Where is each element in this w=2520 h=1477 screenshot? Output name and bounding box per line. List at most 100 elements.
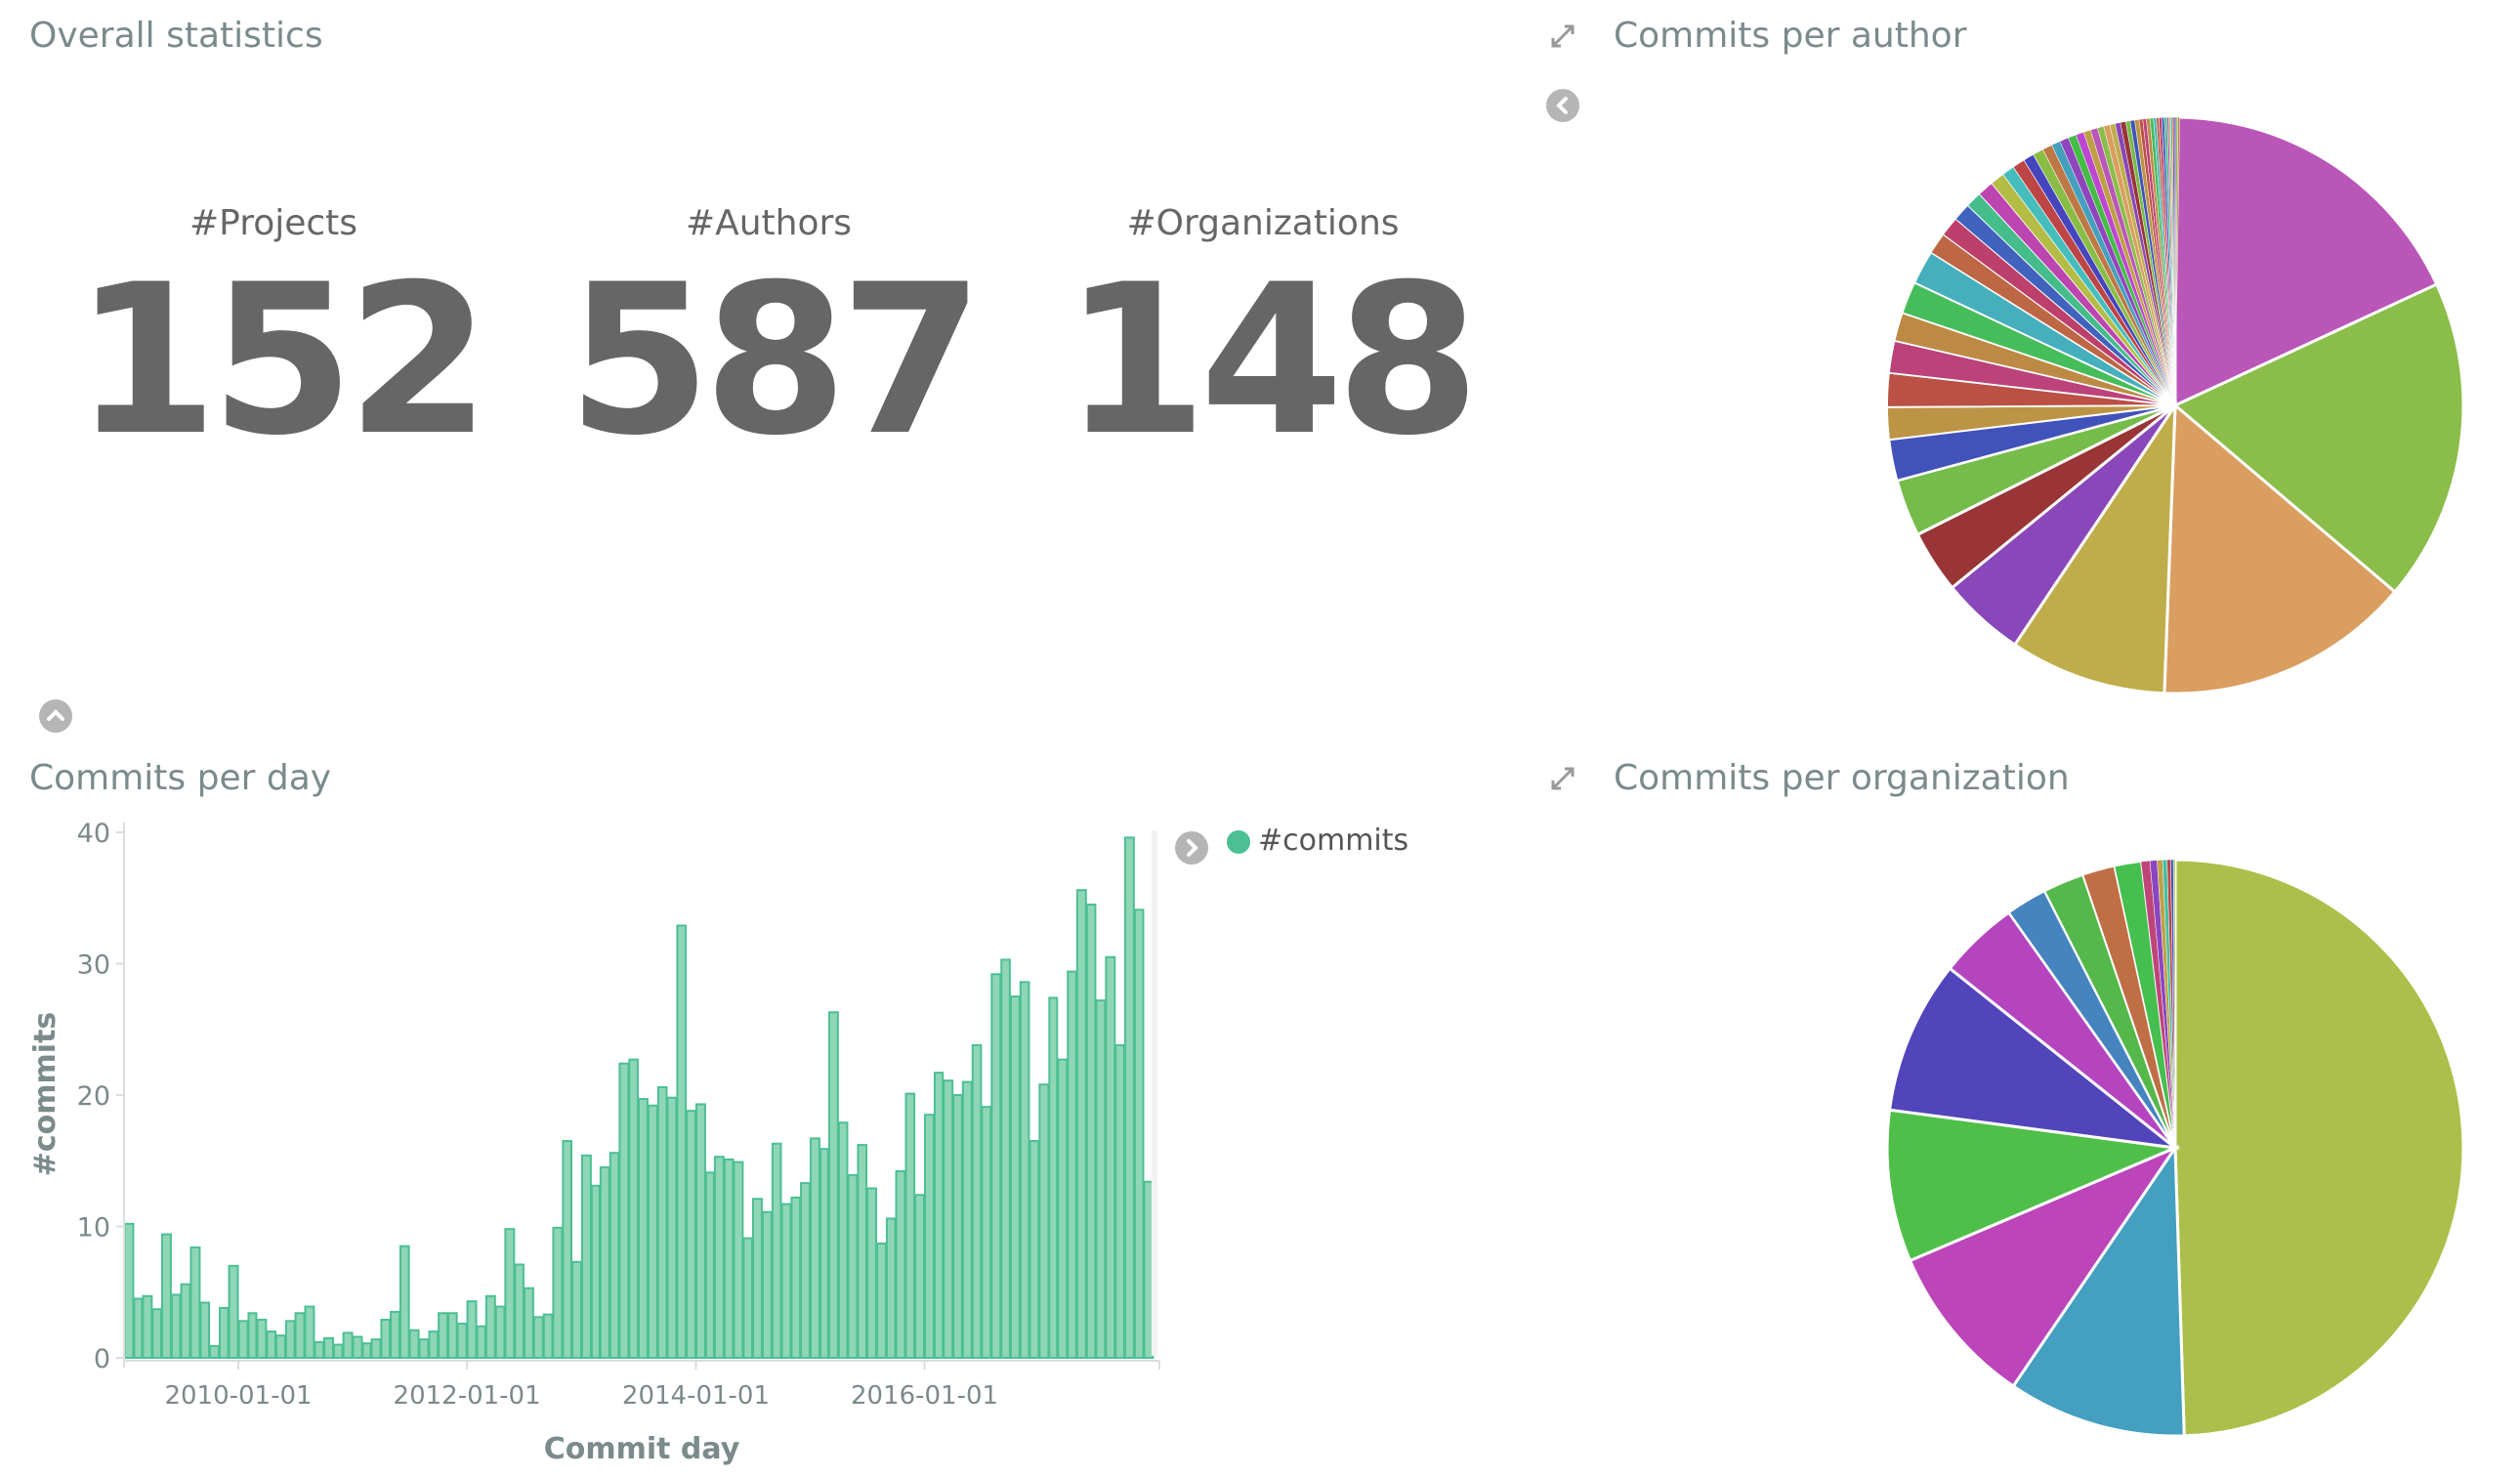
bar[interactable]	[676, 924, 688, 1360]
bar[interactable]	[352, 1335, 363, 1359]
bar[interactable]	[580, 1154, 592, 1359]
bar[interactable]	[961, 1080, 973, 1359]
bar[interactable]	[447, 1312, 458, 1360]
bar[interactable]	[837, 1121, 849, 1359]
bar[interactable]	[1029, 1140, 1040, 1360]
bar[interactable]	[151, 1308, 162, 1359]
bar[interactable]	[180, 1283, 191, 1359]
legend-item-commits[interactable]: #commits	[1258, 823, 1409, 858]
bar[interactable]	[752, 1198, 763, 1359]
author-pie-slice[interactable]	[2163, 401, 2398, 696]
bar[interactable]	[847, 1174, 859, 1360]
bar[interactable]	[666, 1096, 678, 1359]
bar[interactable]	[1067, 970, 1077, 1359]
bar[interactable]	[160, 1233, 172, 1360]
bar[interactable]	[133, 1297, 144, 1360]
bar[interactable]	[885, 1217, 897, 1359]
bar[interactable]	[723, 1158, 735, 1359]
collapse-left-button[interactable]	[1546, 89, 1579, 122]
bar[interactable]	[542, 1313, 554, 1359]
bar[interactable]	[933, 1072, 945, 1359]
bar[interactable]	[209, 1344, 220, 1360]
bar[interactable]	[914, 1194, 926, 1359]
organization-pie-slice[interactable]	[2011, 1143, 2186, 1438]
bar[interactable]	[800, 1182, 811, 1359]
bar[interactable]	[266, 1330, 277, 1359]
bar[interactable]	[790, 1196, 802, 1359]
bar[interactable]	[370, 1338, 382, 1359]
bar[interactable]	[476, 1325, 486, 1359]
bar[interactable]	[618, 1062, 630, 1359]
expand-author-chart-button[interactable]	[1548, 21, 1577, 51]
bar[interactable]	[637, 1098, 649, 1359]
bar[interactable]	[733, 1160, 744, 1359]
bar[interactable]	[924, 1114, 935, 1359]
bar[interactable]	[218, 1306, 230, 1360]
bar[interactable]	[380, 1318, 392, 1359]
bar[interactable]	[686, 1110, 696, 1360]
bar[interactable]	[552, 1226, 564, 1359]
bar[interactable]	[1095, 999, 1107, 1359]
bar[interactable]	[333, 1343, 344, 1359]
bar[interactable]	[647, 1104, 658, 1359]
bar[interactable]	[694, 1103, 706, 1359]
bar[interactable]	[819, 1148, 829, 1359]
bar[interactable]	[494, 1305, 506, 1359]
organization-pie-slice[interactable]	[1887, 966, 2181, 1151]
bar[interactable]	[323, 1336, 335, 1360]
bar[interactable]	[532, 1316, 544, 1359]
bar[interactable]	[875, 1242, 887, 1359]
bar[interactable]	[523, 1287, 534, 1359]
author-pie-slice[interactable]	[2172, 282, 2465, 594]
bar[interactable]	[761, 1210, 773, 1359]
author-pie-slice[interactable]	[2012, 400, 2177, 696]
bar[interactable]	[952, 1094, 963, 1359]
bar[interactable]	[256, 1318, 268, 1359]
bar[interactable]	[742, 1237, 754, 1360]
bar[interactable]	[1009, 995, 1021, 1359]
bar[interactable]	[1085, 903, 1097, 1359]
organization-pie-slice[interactable]	[1885, 1108, 2181, 1263]
bar[interactable]	[361, 1342, 372, 1360]
bar[interactable]	[562, 1140, 572, 1360]
bar[interactable]	[1123, 836, 1135, 1359]
bar[interactable]	[408, 1329, 420, 1360]
bar[interactable]	[713, 1156, 725, 1359]
bar[interactable]	[599, 1165, 610, 1359]
author-pie-slice[interactable]	[2173, 115, 2439, 408]
bar[interactable]	[237, 1320, 249, 1360]
bar[interactable]	[142, 1294, 153, 1360]
bar[interactable]	[857, 1144, 868, 1359]
bar[interactable]	[189, 1246, 201, 1359]
bar[interactable]	[780, 1203, 792, 1360]
collapse-up-button[interactable]	[39, 699, 72, 733]
bar[interactable]	[1000, 958, 1011, 1359]
bar[interactable]	[827, 1011, 839, 1359]
bar[interactable]	[570, 1260, 582, 1359]
bar[interactable]	[1133, 908, 1145, 1359]
bar[interactable]	[990, 973, 1002, 1359]
bar[interactable]	[943, 1079, 954, 1359]
bar[interactable]	[1114, 1043, 1125, 1359]
bar[interactable]	[428, 1330, 440, 1359]
bar[interactable]	[895, 1170, 906, 1360]
organization-pie-slice[interactable]	[2172, 859, 2176, 1149]
bar[interactable]	[484, 1294, 496, 1360]
bar[interactable]	[971, 1043, 983, 1359]
bar[interactable]	[981, 1106, 992, 1359]
bar[interactable]	[304, 1305, 315, 1359]
bar[interactable]	[438, 1312, 449, 1360]
bar[interactable]	[771, 1142, 782, 1360]
bar[interactable]	[123, 1222, 135, 1359]
bar[interactable]	[704, 1171, 715, 1360]
author-pie-slice[interactable]	[2174, 116, 2180, 406]
bar[interactable]	[1038, 1083, 1050, 1359]
bar[interactable]	[1057, 1058, 1069, 1359]
bar[interactable]	[342, 1331, 354, 1360]
organization-pie-slice[interactable]	[2173, 858, 2465, 1438]
bar[interactable]	[418, 1338, 430, 1359]
bar[interactable]	[656, 1085, 668, 1359]
bar[interactable]	[1105, 955, 1116, 1359]
bar[interactable]	[1019, 981, 1030, 1360]
bar[interactable]	[866, 1187, 877, 1359]
